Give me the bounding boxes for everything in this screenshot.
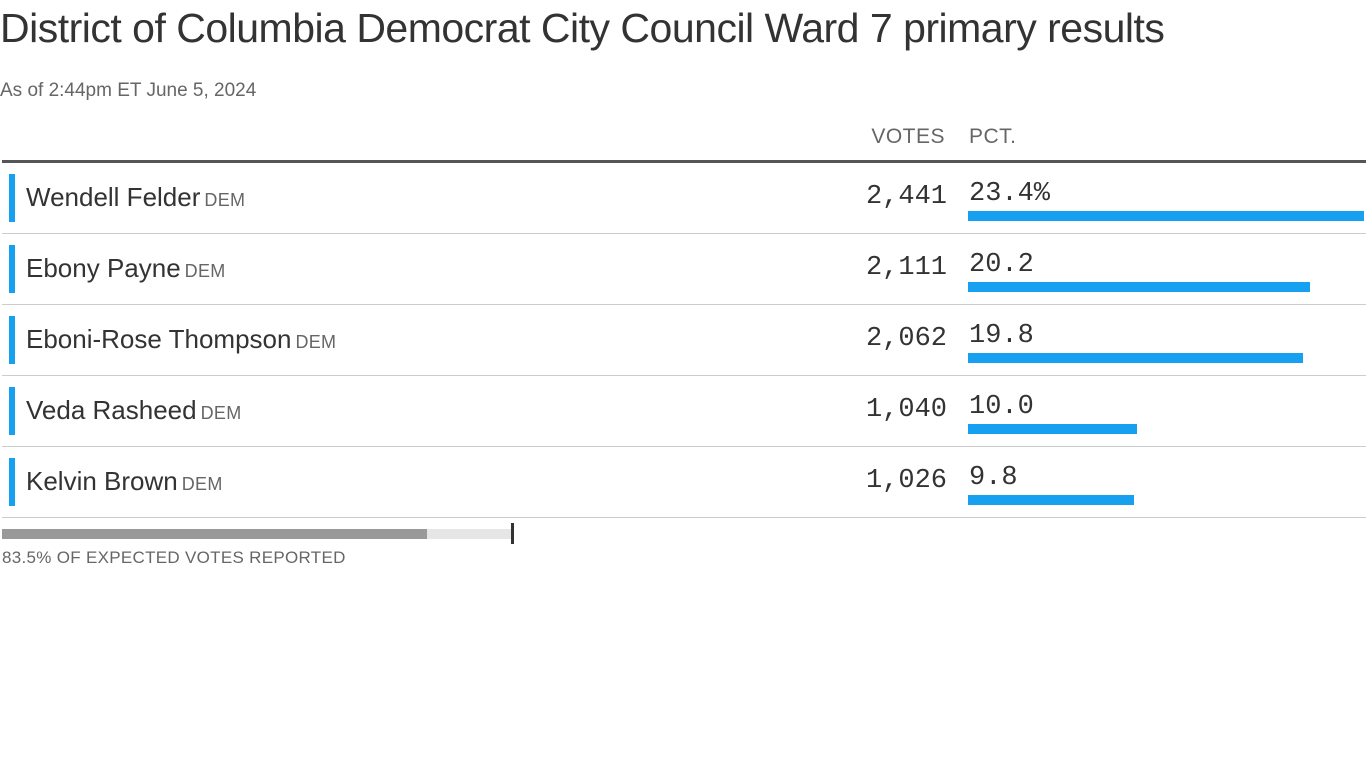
vote-count: 2,111 [865, 253, 947, 283]
vote-count: 1,026 [865, 466, 947, 496]
vote-percent: 19.8 [969, 321, 1034, 351]
reporting-progress-bar [2, 529, 511, 539]
candidate-name: Wendell Felder [26, 182, 201, 212]
vote-percent: 9.8 [969, 463, 1018, 493]
party-color-marker [9, 387, 15, 435]
reporting-progress-fill [2, 529, 427, 539]
candidate-row: Wendell Felder DEM 2,441 23.4% [2, 163, 1366, 234]
vote-share-bar [968, 353, 1304, 363]
vote-percent: 20.2 [969, 250, 1034, 280]
header-divider [2, 160, 1366, 163]
candidate-name-cell: Eboni-Rose Thompson DEM [26, 323, 336, 358]
vote-share-bar [968, 424, 1138, 434]
candidate-name-cell: Kelvin Brown DEM [26, 465, 223, 500]
reporting-status: 83.5% OF EXPECTED VOTES REPORTED [2, 548, 346, 567]
vote-count: 2,441 [865, 182, 947, 212]
candidate-name-cell: Wendell Felder DEM [26, 181, 245, 216]
vote-count: 2,062 [865, 324, 947, 354]
page-title: District of Columbia Democrat City Counc… [0, 5, 1165, 51]
vote-share-bar [968, 495, 1134, 505]
party-color-marker [9, 316, 15, 364]
votes-column-header: VOTES [871, 125, 945, 148]
candidate-name: Veda Rasheed [26, 395, 197, 425]
vote-percent: 10.0 [969, 392, 1034, 422]
candidate-row: Ebony Payne DEM 2,111 20.2 [2, 234, 1366, 305]
results-table: Wendell Felder DEM 2,441 23.4% Ebony Payn… [2, 163, 1366, 518]
party-label: DEM [295, 332, 337, 352]
candidate-name: Eboni-Rose Thompson [26, 324, 292, 354]
party-label: DEM [184, 261, 226, 281]
candidate-row: Veda Rasheed DEM 1,040 10.0 [2, 376, 1366, 447]
reporting-complete-marker [511, 523, 514, 544]
vote-count: 1,040 [865, 395, 947, 425]
party-color-marker [9, 245, 15, 293]
party-color-marker [9, 174, 15, 222]
candidate-name: Ebony Payne [26, 253, 181, 283]
candidate-name-cell: Veda Rasheed DEM [26, 394, 242, 429]
pct-column-header: PCT. [969, 125, 1017, 148]
party-label: DEM [204, 190, 246, 210]
vote-share-bar [968, 282, 1310, 292]
party-label: DEM [181, 474, 223, 494]
vote-percent: 23.4% [969, 179, 1051, 209]
candidate-row: Kelvin Brown DEM 1,026 9.8 [2, 447, 1366, 518]
candidate-name: Kelvin Brown [26, 466, 178, 496]
timestamp: As of 2:44pm ET June 5, 2024 [0, 80, 257, 101]
candidate-name-cell: Ebony Payne DEM [26, 252, 226, 287]
candidate-row: Eboni-Rose Thompson DEM 2,062 19.8 [2, 305, 1366, 376]
vote-share-bar [968, 211, 1364, 221]
party-color-marker [9, 458, 15, 506]
party-label: DEM [200, 403, 242, 423]
